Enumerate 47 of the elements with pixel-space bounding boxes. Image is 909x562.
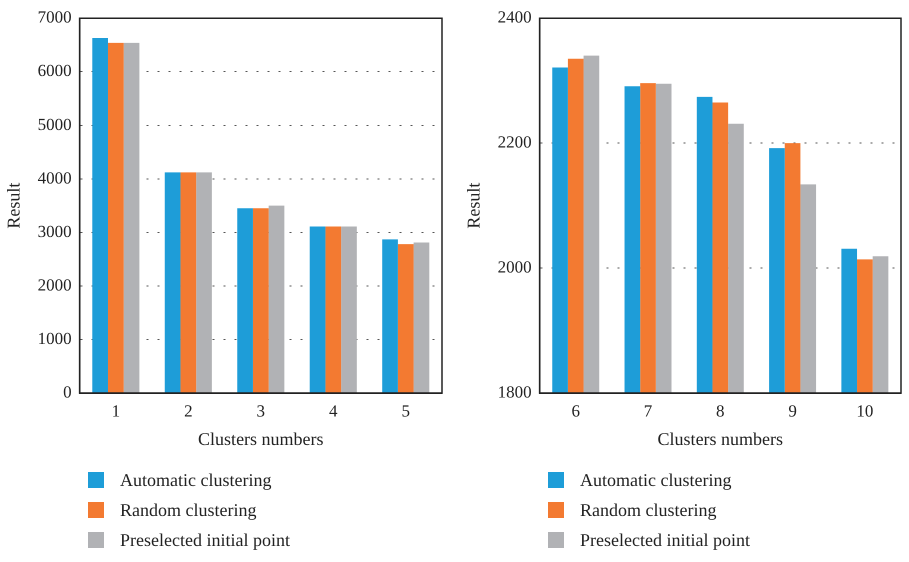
x-axis-title: Clusters numbers xyxy=(658,428,784,449)
bar xyxy=(124,42,140,392)
bar xyxy=(180,172,196,392)
y-tick-label: 2200 xyxy=(498,132,532,152)
legend-label: Preselected initial point xyxy=(580,530,750,550)
y-tick-label: 0 xyxy=(63,382,72,402)
legend-label: Preselected initial point xyxy=(120,530,290,550)
y-tick-label: 7000 xyxy=(38,8,72,27)
bar xyxy=(164,172,180,392)
legend-label: Automatic clustering xyxy=(580,470,732,490)
legend-label: Random clustering xyxy=(120,500,256,520)
y-tick-label: 2400 xyxy=(498,8,532,27)
x-tick-label: 7 xyxy=(644,402,653,421)
bar xyxy=(398,244,414,392)
x-tick-label: 10 xyxy=(856,402,874,421)
bar xyxy=(414,242,430,392)
y-tick-label: 1800 xyxy=(498,382,532,402)
bar xyxy=(108,42,124,392)
bar xyxy=(382,239,398,392)
bar xyxy=(310,226,326,392)
x-tick-label: 6 xyxy=(571,402,580,421)
y-tick-label: 6000 xyxy=(38,61,72,80)
bar xyxy=(92,38,108,392)
x-tick-label: 1 xyxy=(112,402,120,421)
y-tick-label: 5000 xyxy=(38,114,72,134)
bar xyxy=(252,208,269,392)
y-axis-title: Result xyxy=(4,182,24,229)
y-tick-label: 1000 xyxy=(38,328,72,348)
x-tick-label: 8 xyxy=(716,402,725,421)
y-axis-title: Result xyxy=(464,182,484,229)
y-tick-label: 2000 xyxy=(498,258,532,277)
x-tick-label: 3 xyxy=(256,402,266,421)
y-tick-label: 2000 xyxy=(38,275,72,294)
x-tick-label: 9 xyxy=(788,402,797,421)
bar xyxy=(325,226,342,392)
x-axis-title: Clusters numbers xyxy=(198,428,324,449)
bar xyxy=(341,226,357,392)
x-tick-label: 5 xyxy=(402,402,410,421)
bar xyxy=(196,172,212,392)
legend-label: Automatic clustering xyxy=(120,470,272,490)
x-tick-label: 4 xyxy=(329,402,338,421)
legend-label: Random clustering xyxy=(580,500,716,520)
y-tick-label: 3000 xyxy=(38,222,72,241)
y-tick-label: 4000 xyxy=(38,168,72,188)
x-tick-label: 2 xyxy=(184,402,193,421)
bar xyxy=(268,206,284,392)
bar xyxy=(237,208,253,392)
